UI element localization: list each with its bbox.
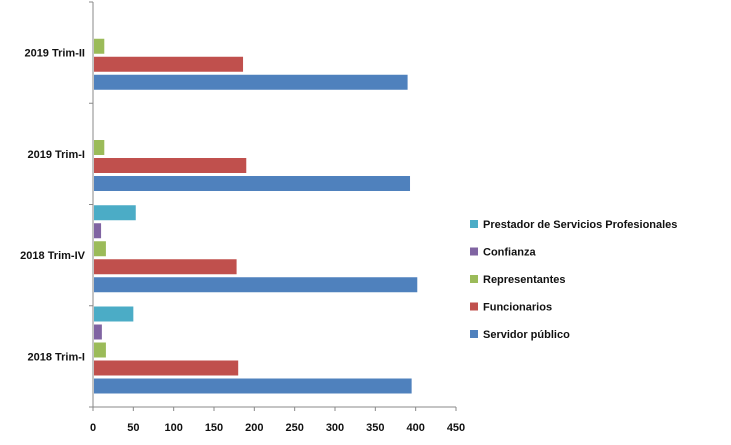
x-tick-label: 250 [285, 422, 303, 434]
bar-prestador-de-servicios-profesionales-2018-trim-iv [94, 205, 136, 221]
x-tick-label: 0 [90, 422, 96, 434]
bar-funcionarios-2018-trim-i [94, 360, 239, 376]
bar-servidor-p-blico-2018-trim-iv [94, 277, 418, 293]
x-tick-label: 450 [447, 422, 465, 434]
legend-label-representantes: Representantes [483, 274, 566, 286]
legend-swatch-servidor-p-blico [470, 330, 478, 338]
x-tick-label: 400 [406, 422, 424, 434]
bar-prestador-de-servicios-profesionales-2018-trim-i [94, 306, 134, 322]
x-tick-label: 200 [245, 422, 263, 434]
category-label-2019-trim-i: 2019 Trim-I [28, 149, 85, 161]
bar-servidor-p-blico-2019-trim-ii [94, 74, 408, 90]
legend-label-confianza: Confianza [483, 247, 536, 259]
bar-servidor-p-blico-2018-trim-i [94, 378, 412, 394]
legend: Prestador de Servicios Profesionales Conf… [470, 219, 677, 341]
x-tick-label: 300 [326, 422, 344, 434]
legend-label-prestador-de-servicios-profesionales: Prestador de Servicios Profesionales [483, 219, 677, 231]
bar-representantes-2019-trim-i [94, 140, 105, 155]
x-tick-label: 350 [366, 422, 384, 434]
bar-funcionarios-2018-trim-iv [94, 259, 237, 275]
x-tick-label: 150 [205, 422, 223, 434]
legend-label-funcionarios: Funcionarios [483, 302, 552, 314]
x-tick-label: 50 [127, 422, 139, 434]
category-label-2019-trim-ii: 2019 Trim-II [24, 48, 85, 60]
bar-representantes-2018-trim-i [94, 342, 106, 358]
axis-ticks: 0 50 100 150 200 250 300 350 400 450 [89, 1, 465, 434]
legend-label-servidor-p-blico: Servidor público [483, 329, 570, 341]
bar-representantes-2019-trim-ii [94, 38, 105, 54]
x-tick-label: 100 [164, 422, 182, 434]
legend-swatch-funcionarios [470, 302, 478, 311]
category-label-2018-trim-i: 2018 Trim-I [28, 351, 85, 363]
bar-funcionarios-2019-trim-ii [94, 56, 244, 72]
bar-funcionarios-2019-trim-i [94, 158, 247, 173]
category-label-2018-trim-iv: 2018 Trim-IV [20, 250, 85, 262]
plot-bars [94, 38, 418, 394]
legend-swatch-representantes [470, 275, 478, 283]
bar-confianza-2018-trim-i [94, 324, 102, 340]
bar-confianza-2018-trim-iv [94, 223, 102, 239]
category-labels: 2018 Trim-I 2018 Trim-IV 2019 Trim-I 2019 T… [20, 48, 85, 364]
legend-swatch-confianza [470, 247, 478, 256]
bar-servidor-p-blico-2019-trim-i [94, 176, 411, 191]
legend-swatch-prestador-de-servicios-profesionales [470, 220, 478, 228]
bar-representantes-2018-trim-iv [94, 241, 106, 257]
